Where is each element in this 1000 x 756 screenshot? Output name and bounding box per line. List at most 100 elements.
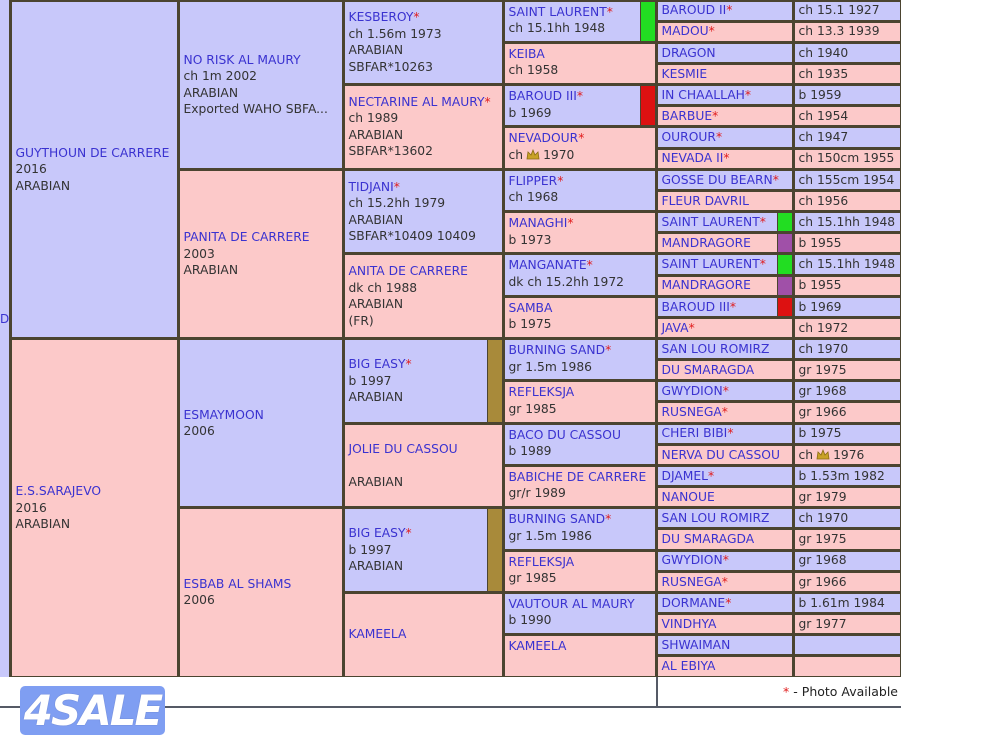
horse-name-link[interactable]: NERVA DU CASSOU [661, 447, 780, 462]
photo-star-icon[interactable]: * [759, 257, 766, 272]
horse-name-link[interactable]: MANGANATE [508, 258, 587, 273]
inbreeding-marker [777, 234, 792, 253]
photo-star-icon[interactable]: * [405, 357, 412, 372]
horse-name-link[interactable]: DJAMEL [661, 468, 709, 483]
horse-name-link[interactable]: JOLIE DU CASSOU [348, 441, 458, 456]
photo-star-icon[interactable]: * [567, 216, 574, 231]
photo-star-icon[interactable]: * [723, 151, 730, 166]
4sale-logo[interactable]: 4SALE [20, 686, 165, 735]
photo-star-icon[interactable]: * [405, 526, 412, 541]
horse-name-link[interactable]: MANAGHI [508, 216, 568, 231]
horse-name-link[interactable]: GWYDION [661, 384, 723, 399]
horse-name-link[interactable]: KAMEELA [508, 639, 567, 654]
photo-star-icon[interactable]: * [688, 320, 695, 335]
gen5-horse-detail: ch 1947 [794, 128, 900, 147]
horse-name-link[interactable]: DU SMARAGDA [661, 532, 755, 547]
horse-name-link[interactable]: DORMANE [661, 595, 726, 610]
horse-name-link[interactable]: GOSSE DU BEARN [661, 172, 773, 187]
photo-star-icon[interactable]: * [578, 131, 585, 146]
horse-name-link[interactable]: RUSNEGA [661, 574, 722, 589]
horse-name-link[interactable]: GUYTHOUN DE CARRERE [15, 145, 170, 160]
photo-star-icon[interactable]: * [708, 24, 715, 39]
horse-name-link[interactable]: BAROUD III [508, 89, 577, 104]
photo-star-icon[interactable]: * [722, 553, 729, 568]
edge-label[interactable]: D [0, 312, 10, 326]
horse-name-link[interactable]: MANDRAGORE [661, 278, 751, 293]
horse-name-link[interactable]: SAINT LAURENT [508, 4, 607, 19]
horse-name-link[interactable]: SAMBA [508, 300, 553, 315]
horse-name-link[interactable]: DU SMARAGDA [661, 362, 755, 377]
photo-star-icon[interactable]: * [557, 173, 564, 188]
horse-name-link[interactable]: REFLEKSJA [508, 554, 575, 569]
horse-name-link[interactable]: NEVADOUR [508, 131, 579, 146]
photo-star-icon[interactable]: * [576, 89, 583, 104]
horse-name-link[interactable]: SHWAIMAN [661, 638, 731, 653]
horse-name-link[interactable]: SAINT LAURENT [661, 214, 760, 229]
photo-star-icon[interactable]: * [759, 214, 766, 229]
horse-name-link[interactable]: BACO DU CASSOU [508, 427, 621, 442]
horse-name-link[interactable]: VINDHYA [661, 616, 717, 631]
horse-name-link[interactable]: CHERI BIBI [661, 426, 728, 441]
photo-star-icon[interactable]: * [727, 426, 734, 441]
horse-name-link[interactable]: BIG EASY [348, 526, 406, 541]
photo-star-icon[interactable]: * [712, 109, 719, 124]
photo-star-icon[interactable]: * [722, 384, 729, 399]
horse-name-link[interactable]: BIG EASY [348, 357, 406, 372]
horse-name-link[interactable]: NO RISK AL MAURY [183, 52, 301, 67]
gen5-horse-detail [794, 636, 900, 655]
photo-star-icon[interactable]: * [393, 179, 400, 194]
horse-name-link[interactable]: BAROUD II [661, 3, 727, 18]
horse-name-link[interactable]: PANITA DE CARRERE [183, 230, 310, 245]
horse-name-link[interactable]: SAN LOU ROMIRZ [661, 341, 770, 356]
horse-name-link[interactable]: RUSNEGA [661, 405, 722, 420]
gen5-horse-cell: NEVADA II * [657, 149, 792, 168]
horse-name-link[interactable]: BURNING SAND [508, 343, 606, 357]
photo-star-icon[interactable]: * [726, 3, 733, 18]
horse-name-link[interactable]: MADOU [661, 24, 709, 39]
horse-name-link[interactable]: GWYDION [661, 553, 723, 568]
horse-name-link[interactable]: ESBAB AL SHAMS [183, 576, 292, 591]
horse-name-link[interactable]: SAINT LAURENT [661, 257, 760, 272]
photo-star-icon[interactable]: * [772, 172, 779, 187]
horse-name-link[interactable]: KESBEROY [348, 10, 414, 25]
photo-star-icon[interactable]: * [413, 10, 420, 25]
horse-name-link[interactable]: JAVA [661, 320, 689, 335]
photo-star-icon[interactable]: * [605, 343, 612, 357]
photo-star-icon[interactable]: * [606, 4, 613, 19]
horse-name-link[interactable]: OUROUR [661, 130, 716, 145]
horse-name-link[interactable]: FLEUR DAVRIL [661, 193, 749, 208]
horse-name-link[interactable]: SAN LOU ROMIRZ [661, 511, 770, 526]
photo-star-icon[interactable]: * [744, 87, 752, 102]
horse-name-link[interactable]: TIDJANI [348, 179, 394, 194]
horse-name-link[interactable]: NANOUE [661, 489, 715, 504]
photo-star-icon[interactable]: * [605, 512, 612, 527]
horse-name-link[interactable]: FLIPPER [508, 173, 558, 188]
horse-name-link[interactable]: BAROUD III [661, 299, 730, 314]
gen5-horse-detail: gr 1968 [794, 382, 900, 401]
horse-name-link[interactable]: ANITA DE CARRERE [348, 264, 468, 279]
horse-name-link[interactable]: DRAGON [661, 45, 716, 60]
photo-star-icon[interactable]: * [729, 299, 736, 314]
horse-name-link[interactable]: NEVADA II [661, 151, 724, 166]
horse-name-link[interactable]: MANDRAGORE [661, 236, 751, 251]
horse-name-link[interactable]: KESMIE [661, 66, 708, 81]
photo-star-icon[interactable]: * [484, 94, 491, 109]
horse-name-link[interactable]: NECTARINE AL MAURY [348, 94, 485, 109]
photo-star-icon[interactable]: * [721, 574, 728, 589]
photo-star-icon[interactable]: * [715, 130, 723, 145]
horse-name-link[interactable]: BURNING SAND [508, 512, 606, 527]
photo-star-icon[interactable]: * [708, 468, 715, 483]
horse-name-link[interactable]: KAMEELA [348, 627, 407, 642]
horse-name-link[interactable]: KEIBA [508, 46, 545, 61]
photo-star-icon[interactable]: * [725, 595, 732, 610]
horse-name-link[interactable]: BARBUE [661, 109, 713, 124]
photo-star-icon[interactable]: * [586, 258, 593, 273]
horse-name-link[interactable]: ESMAYMOON [183, 407, 264, 422]
horse-name-link[interactable]: REFLEKSJA [508, 385, 575, 400]
horse-name-link[interactable]: BABICHE DE CARRERE [508, 469, 647, 484]
horse-name-link[interactable]: VAUTOUR AL MAURY [508, 596, 635, 611]
horse-name-link[interactable]: E.S.SARAJEVO [15, 484, 102, 498]
horse-name-link[interactable]: AL EBIYA [661, 659, 716, 674]
photo-star-icon[interactable]: * [721, 405, 728, 420]
horse-name-link[interactable]: IN CHAALLAH [661, 87, 745, 102]
